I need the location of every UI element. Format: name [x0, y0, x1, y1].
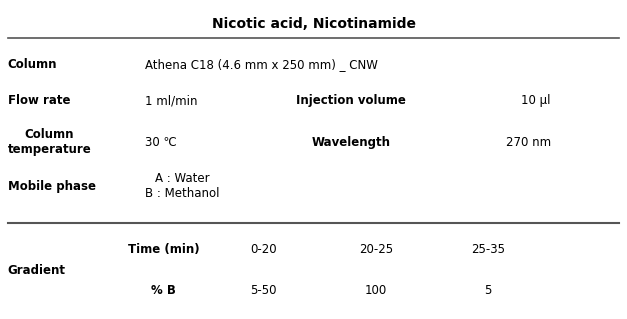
- Text: 100: 100: [365, 284, 387, 297]
- Text: Injection volume: Injection volume: [296, 94, 406, 108]
- Text: 25-35: 25-35: [472, 243, 505, 256]
- Text: Mobile phase: Mobile phase: [8, 180, 96, 193]
- Text: 270 nm: 270 nm: [505, 136, 551, 149]
- Text: A : Water
B : Methanol: A : Water B : Methanol: [145, 172, 219, 200]
- Text: Flow rate: Flow rate: [8, 94, 70, 108]
- Text: Nicotic acid, Nicotinamide: Nicotic acid, Nicotinamide: [211, 17, 416, 31]
- Text: 1 ml/min: 1 ml/min: [145, 94, 198, 108]
- Text: 5-50: 5-50: [250, 284, 277, 297]
- Text: Athena C18 (4.6 mm x 250 mm) _ CNW: Athena C18 (4.6 mm x 250 mm) _ CNW: [145, 58, 378, 71]
- Text: 30 ℃: 30 ℃: [145, 136, 177, 149]
- Text: 20-25: 20-25: [359, 243, 393, 256]
- Text: Gradient: Gradient: [8, 264, 66, 277]
- Text: Wavelength: Wavelength: [312, 136, 391, 149]
- Text: Column: Column: [8, 58, 57, 71]
- Text: 5: 5: [485, 284, 492, 297]
- Text: 0-20: 0-20: [250, 243, 277, 256]
- Text: 10 μl: 10 μl: [521, 94, 551, 108]
- Text: Time (min): Time (min): [128, 243, 199, 256]
- Text: Column
temperature: Column temperature: [8, 128, 92, 156]
- Text: % B: % B: [151, 284, 176, 297]
